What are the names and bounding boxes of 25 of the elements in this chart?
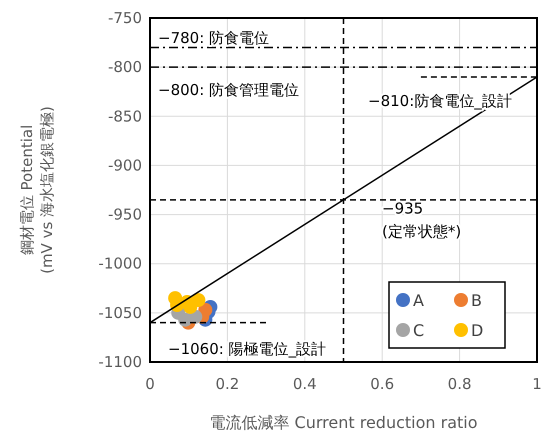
y-axis-title: 鋼材電位 Potential (mV vs 海水塩化銀電極) — [18, 106, 56, 274]
legend-label: A — [413, 291, 424, 310]
annotation: −800: 防食管理電位 — [158, 81, 300, 99]
annotation: −780: 防食電位 — [158, 29, 270, 47]
y-tick-label: -1000 — [98, 254, 142, 273]
y-tick-label: -900 — [108, 156, 142, 174]
x-axis-title: 電流低減率 Current reduction ratio — [209, 413, 478, 432]
y-tick-label: -750 — [108, 9, 142, 27]
legend-label: D — [471, 321, 484, 340]
y-tick-label: -850 — [108, 107, 142, 126]
y-tick-label: -950 — [108, 206, 142, 224]
x-tick-label: 0.2 — [215, 375, 240, 393]
annotation: −1060: 陽極電位_設計 — [168, 340, 326, 358]
x-tick-label: 0.6 — [370, 375, 394, 393]
annotation: −810:防食電位_設計 — [368, 92, 512, 110]
legend-label: C — [413, 321, 424, 340]
y-tick-label: -1100 — [98, 353, 142, 371]
annotation: −935 (定常状態*) — [382, 200, 462, 240]
x-tick-label: 0 — [145, 375, 155, 393]
x-tick-label: 0.4 — [292, 375, 317, 393]
legend-label: B — [471, 291, 482, 310]
y-tick-label: -800 — [108, 58, 142, 76]
x-tick-label: 1 — [532, 375, 542, 393]
x-tick-label: 0.8 — [448, 375, 472, 393]
y-tick-label: -1050 — [98, 304, 142, 322]
